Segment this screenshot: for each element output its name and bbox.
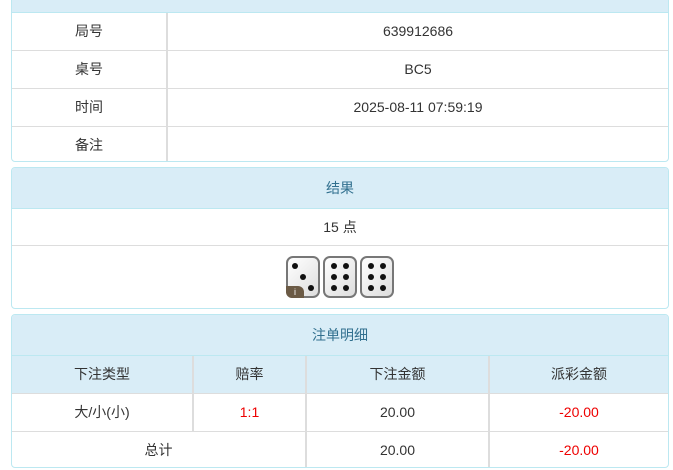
info-row-time: 时间 2025-08-11 07:59:19	[12, 87, 668, 126]
die-pip	[300, 274, 306, 280]
label: 时间	[12, 87, 167, 126]
info-row-remark: 备注	[12, 125, 668, 161]
col-payout: 派彩金额	[488, 356, 668, 393]
bet-table: 下注类型 赔率 下注金额 派彩金额 大/小(小) 1:1 20.00 -20.0…	[12, 356, 668, 467]
round-number: 639912686	[166, 13, 668, 50]
die-6	[323, 256, 357, 298]
die-pip	[368, 263, 374, 270]
die-pip	[331, 284, 337, 291]
die-pip	[380, 284, 386, 291]
die-pip	[343, 263, 349, 270]
time-value: 2025-08-11 07:59:19	[166, 87, 668, 126]
die-6	[360, 256, 394, 298]
total-payout: -20.00	[488, 430, 668, 467]
table-number: BC5	[166, 49, 668, 88]
info-table: 局号 639912686 桌号 BC5 时间 2025-08-11 07:59:19 …	[12, 13, 668, 161]
result-title: 结果	[12, 168, 668, 209]
bet-amount: 20.00	[305, 392, 489, 431]
die-pip	[343, 274, 349, 280]
bet-details-title: 注单明细	[12, 315, 668, 356]
result-panel: 结果 15 点 i	[11, 167, 669, 309]
info-row-table: 桌号 BC5	[12, 49, 668, 88]
dice-row: i	[12, 246, 668, 298]
label: 备注	[12, 125, 167, 161]
total-label: 总计	[12, 430, 306, 467]
label: 局号	[75, 23, 103, 40]
die-pip	[380, 274, 386, 280]
die-pip	[331, 263, 337, 270]
total-amount: 20.00	[305, 430, 489, 467]
info-panel-header	[12, 0, 668, 13]
remark-value	[166, 125, 668, 161]
info-row-round: 局号 639912686	[12, 13, 668, 50]
die-pip	[343, 284, 349, 291]
col-odds: 赔率	[192, 356, 306, 393]
bet-type: 大/小(小)	[12, 392, 193, 431]
die-pip	[331, 274, 337, 280]
col-amount: 下注金额	[305, 356, 489, 393]
info-panel: 局号 639912686 桌号 BC5 时间 2025-08-11 07:59:19 …	[11, 0, 669, 162]
label: 桌号	[12, 49, 167, 88]
die-pip	[368, 284, 374, 291]
payout: -20.00	[488, 392, 668, 431]
die-pip	[291, 263, 298, 270]
die-pip	[368, 274, 374, 280]
die-pip	[308, 284, 315, 291]
info-icon[interactable]: i	[286, 286, 304, 298]
die-pip	[380, 263, 386, 270]
table-row: 大/小(小) 1:1 20.00 -20.00	[12, 392, 668, 431]
result-points: 15 点	[12, 209, 668, 246]
bet-table-header: 下注类型 赔率 下注金额 派彩金额	[12, 356, 668, 393]
odds: 1:1	[192, 392, 306, 431]
col-bet-type: 下注类型	[74, 366, 130, 383]
bet-details-panel: 注单明细 下注类型 赔率 下注金额 派彩金额 大/小(小) 1:1 20.00 …	[11, 314, 669, 468]
die-3: i	[286, 256, 320, 298]
total-row: 总计 20.00 -20.00	[12, 430, 668, 467]
